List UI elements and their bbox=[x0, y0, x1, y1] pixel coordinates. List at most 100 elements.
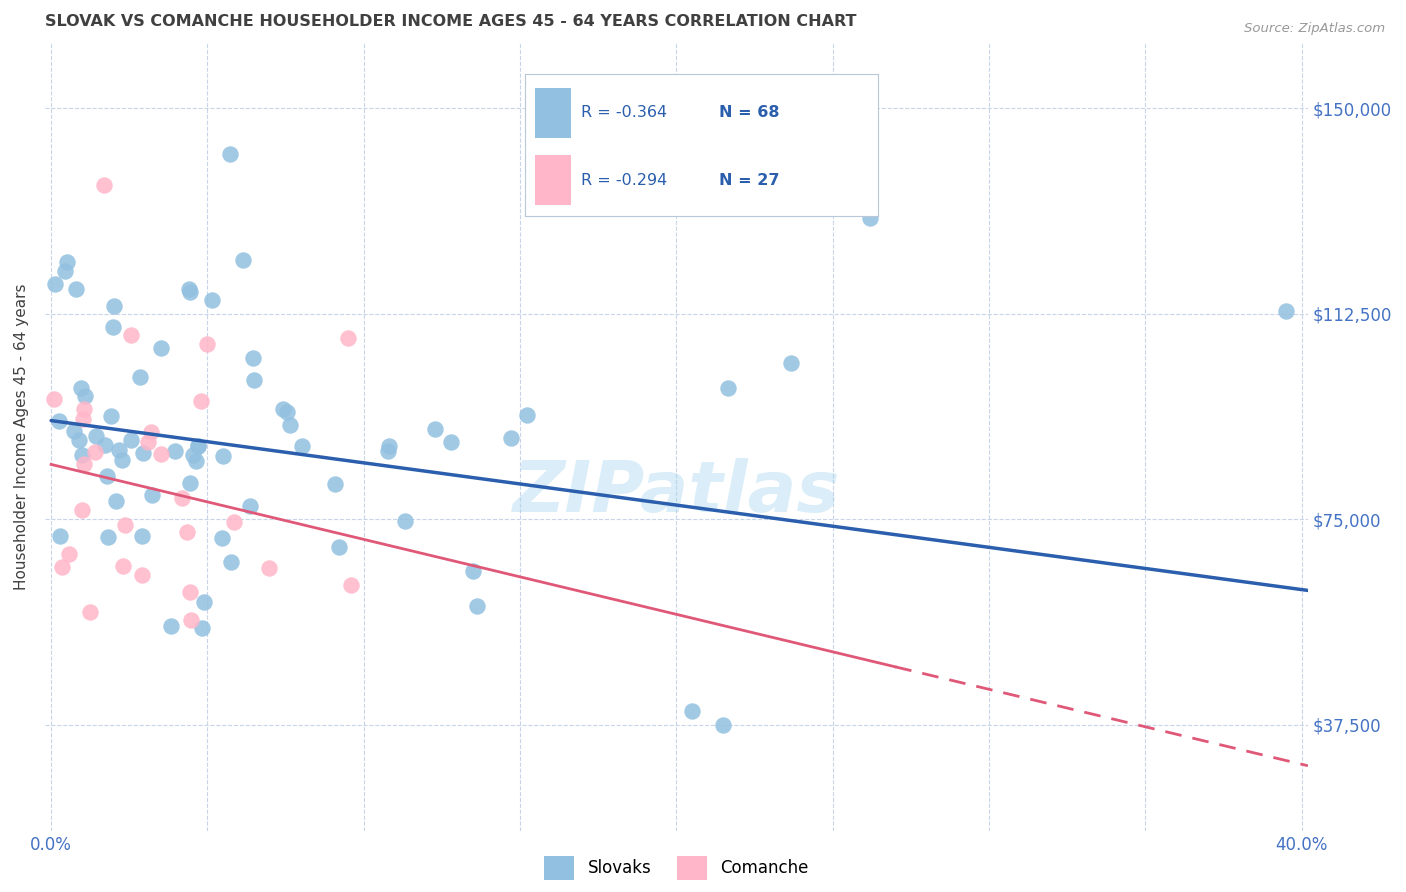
Point bbox=[139, 425, 162, 439]
Point bbox=[378, 439, 401, 453]
Point bbox=[44, 392, 66, 406]
Point bbox=[176, 524, 198, 539]
Point bbox=[271, 402, 294, 417]
Point bbox=[337, 331, 360, 345]
Point bbox=[55, 264, 77, 278]
Point bbox=[70, 382, 93, 396]
Text: SLOVAK VS COMANCHE HOUSEHOLDER INCOME AGES 45 - 64 YEARS CORRELATION CHART: SLOVAK VS COMANCHE HOUSEHOLDER INCOME AG… bbox=[45, 14, 856, 29]
Point bbox=[72, 412, 94, 426]
Point bbox=[159, 619, 181, 633]
Point bbox=[70, 503, 93, 517]
Point bbox=[276, 405, 298, 419]
Point bbox=[86, 428, 108, 442]
Point bbox=[65, 282, 87, 296]
Point bbox=[105, 494, 128, 508]
Point bbox=[73, 402, 96, 417]
Point bbox=[58, 548, 80, 562]
Point bbox=[181, 448, 204, 462]
Point bbox=[243, 373, 266, 387]
Point bbox=[177, 282, 200, 296]
Point bbox=[1275, 304, 1298, 318]
Point bbox=[108, 442, 131, 457]
Point bbox=[440, 435, 463, 450]
Point bbox=[73, 457, 96, 471]
Point bbox=[242, 351, 264, 365]
Point bbox=[48, 529, 70, 543]
Point bbox=[328, 541, 350, 555]
Point bbox=[120, 327, 142, 342]
Point bbox=[179, 476, 201, 491]
Point bbox=[112, 558, 135, 573]
Point bbox=[70, 448, 93, 462]
Point bbox=[211, 531, 233, 545]
Point bbox=[221, 555, 243, 569]
Point bbox=[93, 178, 115, 192]
Point bbox=[100, 409, 122, 423]
Point bbox=[120, 434, 142, 448]
Point bbox=[232, 252, 254, 267]
Text: Source: ZipAtlas.com: Source: ZipAtlas.com bbox=[1244, 22, 1385, 36]
Point bbox=[180, 613, 202, 627]
Point bbox=[222, 515, 245, 529]
Y-axis label: Householder Income Ages 45 - 64 years: Householder Income Ages 45 - 64 years bbox=[14, 284, 30, 591]
Point bbox=[97, 530, 120, 544]
Point bbox=[184, 454, 207, 468]
Point bbox=[114, 517, 136, 532]
Point bbox=[780, 355, 803, 369]
Point bbox=[339, 578, 361, 592]
Point bbox=[187, 438, 209, 452]
Point bbox=[187, 439, 209, 453]
Point bbox=[67, 433, 90, 447]
Point bbox=[278, 417, 301, 432]
Point bbox=[499, 432, 522, 446]
Point bbox=[218, 147, 240, 161]
Point bbox=[717, 381, 740, 395]
Point bbox=[149, 341, 172, 355]
Point bbox=[55, 254, 77, 268]
Point bbox=[259, 560, 281, 574]
Point bbox=[131, 568, 153, 582]
Point bbox=[291, 439, 314, 453]
Point bbox=[103, 299, 125, 313]
Point bbox=[201, 293, 224, 307]
Point bbox=[190, 393, 212, 408]
Point bbox=[129, 369, 152, 384]
Point bbox=[101, 319, 124, 334]
Point bbox=[191, 621, 214, 635]
Point bbox=[859, 211, 882, 225]
Point bbox=[149, 447, 172, 461]
Point bbox=[48, 414, 70, 428]
Point bbox=[141, 488, 163, 502]
Point bbox=[165, 444, 187, 458]
Point bbox=[465, 599, 488, 613]
Point bbox=[63, 424, 86, 438]
Point bbox=[75, 389, 97, 403]
Point bbox=[79, 605, 101, 619]
Point bbox=[193, 594, 215, 608]
Point bbox=[170, 491, 193, 505]
Point bbox=[239, 500, 262, 514]
Point bbox=[96, 468, 118, 483]
Point bbox=[711, 717, 734, 731]
Point bbox=[323, 477, 346, 491]
Point bbox=[197, 337, 219, 351]
Text: ZIPatlas: ZIPatlas bbox=[513, 458, 839, 527]
Point bbox=[394, 514, 416, 528]
Point bbox=[94, 438, 117, 452]
Legend: Slovaks, Comanche: Slovaks, Comanche bbox=[538, 849, 815, 887]
Point bbox=[51, 560, 73, 574]
Point bbox=[377, 443, 399, 458]
Point bbox=[136, 434, 159, 449]
Point bbox=[212, 449, 235, 463]
Point bbox=[516, 408, 538, 422]
Point bbox=[179, 285, 201, 299]
Point bbox=[425, 422, 447, 436]
Point bbox=[44, 277, 66, 292]
Point bbox=[131, 529, 153, 543]
Point bbox=[84, 445, 107, 459]
Point bbox=[463, 564, 485, 578]
Point bbox=[111, 453, 134, 467]
Point bbox=[132, 446, 155, 460]
Point bbox=[179, 585, 201, 599]
Point bbox=[681, 704, 703, 718]
